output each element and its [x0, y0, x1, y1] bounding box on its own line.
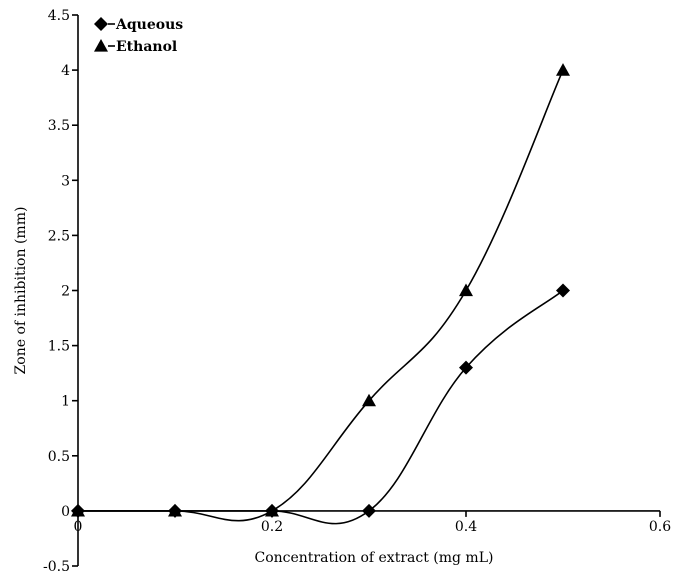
- y-tick-label: -0.5: [43, 559, 70, 575]
- axes: [77, 15, 660, 566]
- data-point-ethanol-0: [71, 503, 85, 517]
- data-point-aqueous-5: [556, 283, 570, 298]
- data-point-ethanol-1: [168, 503, 182, 517]
- series-line-aqueous: [78, 289, 564, 525]
- y-tick-label: 1.5: [48, 339, 70, 355]
- series-ethanol: [71, 63, 570, 522]
- y-tick-label: 4: [61, 63, 70, 79]
- y-ticks: -0.5 0 0.5 1 1.5 2 2.5 3 3.5 4 4.5: [43, 8, 78, 575]
- y-tick-label: 2: [61, 284, 70, 300]
- data-point-ethanol-3: [362, 393, 376, 407]
- data-point-ethanol-4: [459, 283, 473, 297]
- x-tick-label: 0.2: [261, 519, 283, 535]
- legend: Aqueous Ethanol: [94, 17, 183, 55]
- y-axis-title: Zone of inhibition (mm): [13, 207, 29, 375]
- legend-item-aqueous: Aqueous: [94, 17, 183, 33]
- y-tick-label: 2.5: [48, 228, 70, 244]
- y-tick-label: 4.5: [48, 8, 70, 24]
- legend-diamond-marker-icon: [94, 17, 108, 31]
- series-line-ethanol: [78, 69, 564, 522]
- series-aqueous: [71, 283, 570, 525]
- y-tick-label: 0.5: [48, 449, 70, 465]
- x-tick-label: 0.6: [649, 519, 671, 535]
- data-point-ethanol-2: [265, 503, 279, 517]
- y-tick-label: 1: [61, 394, 70, 410]
- legend-item-ethanol: Ethanol: [94, 39, 177, 55]
- y-tick-label: 3.5: [48, 118, 70, 134]
- legend-label-ethanol: Ethanol: [116, 39, 177, 55]
- data-point-aqueous-3: [362, 503, 376, 518]
- series-layer: [71, 63, 570, 525]
- y-tick-label: 0: [61, 504, 70, 520]
- data-point-aqueous-4: [459, 360, 473, 375]
- x-tick-label: 0.4: [455, 519, 477, 535]
- y-tick-label: 3: [61, 173, 70, 189]
- x-tick-label: 0: [74, 519, 83, 535]
- legend-label-aqueous: Aqueous: [115, 17, 183, 33]
- legend-triangle-marker-icon: [94, 39, 108, 52]
- data-point-ethanol-5: [556, 63, 570, 76]
- x-axis-title: Concentration of extract (mg mL): [255, 550, 494, 566]
